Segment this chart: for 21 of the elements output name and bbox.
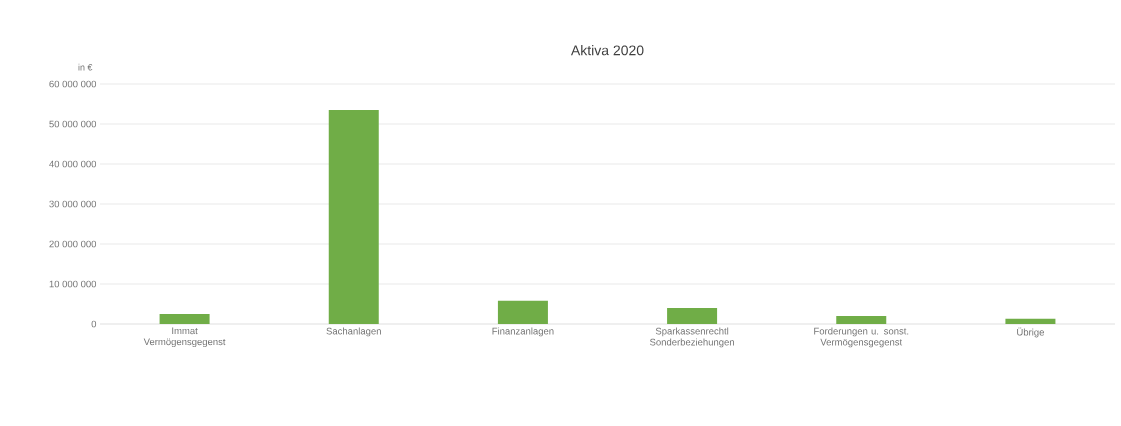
bar: [328, 110, 379, 324]
x-tick-label: Forderungen u. sonst. Vermögensgegenst: [814, 327, 909, 348]
bar: [1005, 318, 1056, 324]
y-tick-label: 30 000 000: [49, 200, 97, 208]
x-tick-label: Sparkassenrechtl Sonderbeziehungen: [650, 327, 734, 348]
y-tick-label: 40 000 000: [49, 160, 97, 168]
bar: [836, 316, 887, 324]
y-tick-label: 20 000 000: [49, 240, 97, 248]
y-tick-label: 60 000 000: [49, 80, 97, 88]
x-tick-label: Sachanlagen: [326, 327, 381, 337]
y-axis-title: in €: [78, 63, 93, 71]
bar: [159, 314, 210, 324]
y-tick-label: 50 000 000: [49, 120, 97, 128]
bar: [667, 308, 718, 324]
y-tick-label: 10 000 000: [49, 280, 97, 288]
x-tick-label: Übrige: [1017, 327, 1044, 338]
y-tick-label: 0: [91, 320, 97, 328]
x-tick-label: Finanzanlagen: [492, 327, 554, 337]
bar: [497, 300, 548, 324]
x-tick-label: Immat Vermögensgegenst: [143, 327, 226, 348]
chart-title: Aktiva 2020: [570, 45, 644, 56]
